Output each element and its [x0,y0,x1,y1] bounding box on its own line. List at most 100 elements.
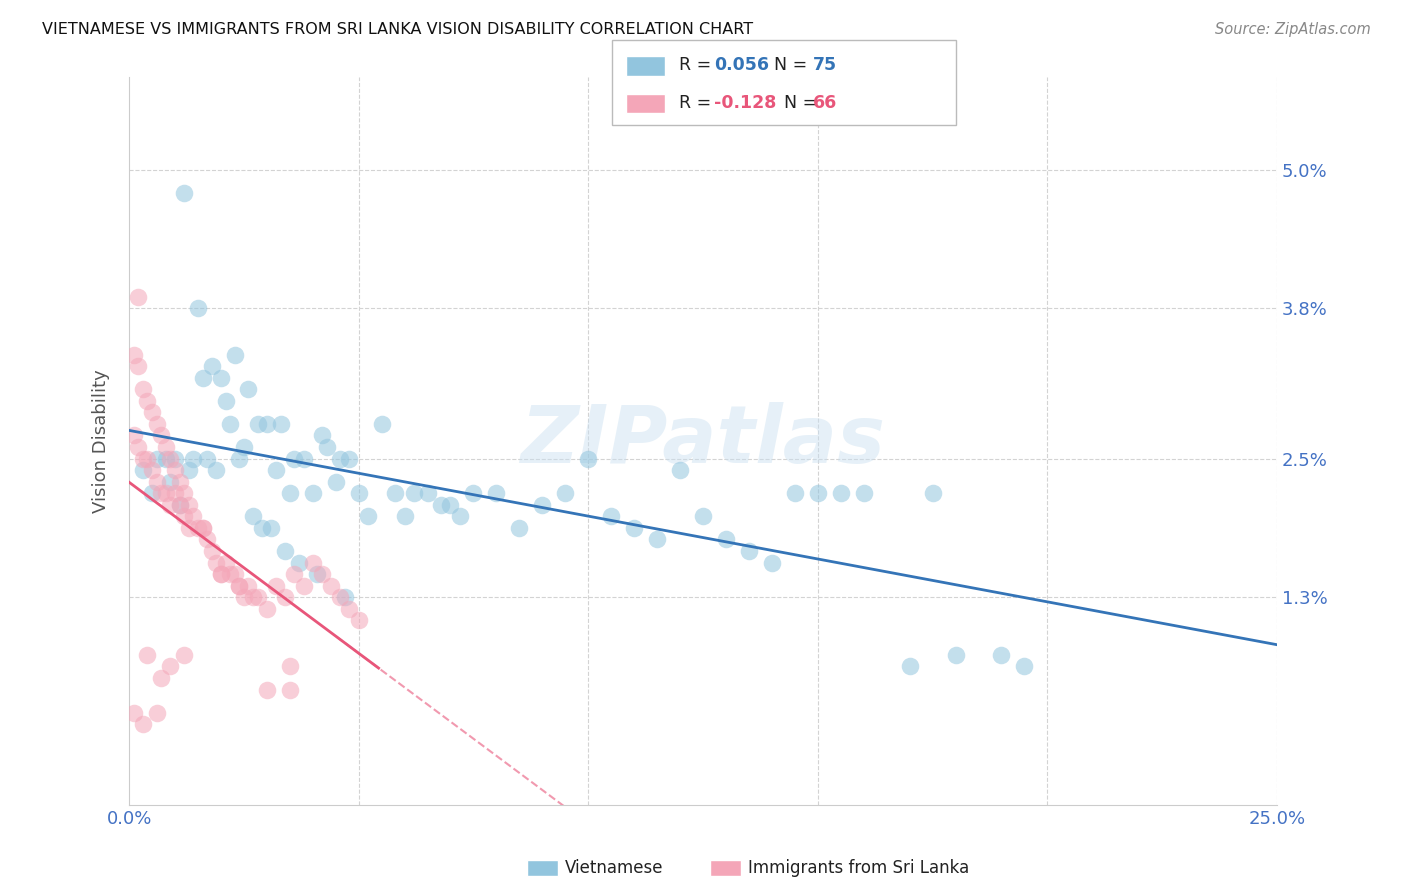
Point [183,451,205,466]
Point [224,567,246,582]
Point [852,486,875,500]
Point [122,348,145,362]
Point [159,475,181,489]
Point [232,590,254,604]
Point [191,521,214,535]
Point [136,648,159,662]
Point [347,486,370,500]
Point [645,533,668,547]
Point [122,706,145,720]
Point [945,648,967,662]
Text: ZIPatlas: ZIPatlas [520,402,886,480]
Point [439,498,461,512]
Point [201,359,224,374]
Point [246,590,269,604]
Point [191,370,214,384]
Point [205,556,228,570]
Point [394,509,416,524]
Point [173,486,195,500]
Point [242,509,264,524]
Point [531,498,554,512]
Point [315,440,337,454]
Point [159,498,181,512]
Point [384,486,406,500]
Point [155,451,177,466]
Text: 0.056: 0.056 [714,56,769,74]
Point [278,682,301,697]
Text: Source: ZipAtlas.com: Source: ZipAtlas.com [1215,22,1371,37]
Point [990,648,1012,662]
Point [283,567,305,582]
Point [260,521,283,535]
Point [463,486,485,500]
Text: 66: 66 [813,94,837,112]
Point [173,509,195,524]
Point [127,290,149,304]
Point [159,659,181,673]
Point [177,521,200,535]
Point [430,498,453,512]
Point [232,440,254,454]
Point [132,717,155,731]
Point [274,590,297,604]
Text: 75: 75 [813,56,837,74]
Point [169,498,191,512]
Point [692,509,714,524]
Point [485,486,508,500]
Point [807,486,830,500]
Point [416,486,439,500]
Point [141,463,163,477]
Point [155,440,177,454]
Point [357,509,380,524]
Point [127,359,149,374]
Point [449,509,471,524]
Point [283,451,305,466]
Point [1014,659,1036,673]
Text: N =: N = [773,94,823,112]
Point [761,556,783,570]
Point [177,498,200,512]
Point [301,556,323,570]
Point [402,486,425,500]
Point [228,579,250,593]
Point [339,601,361,615]
Point [214,556,236,570]
Point [278,659,301,673]
Point [307,567,329,582]
Point [122,428,145,442]
Point [169,475,191,489]
Point [132,463,155,477]
Point [623,521,645,535]
Point [333,590,356,604]
Point [141,486,163,500]
Point [319,579,342,593]
Point [508,521,530,535]
Point [177,463,200,477]
Y-axis label: Vision Disability: Vision Disability [93,369,110,513]
Point [163,486,186,500]
Point [329,590,352,604]
Text: Immigrants from Sri Lanka: Immigrants from Sri Lanka [748,859,969,877]
Point [169,498,191,512]
Point [325,475,347,489]
Point [783,486,806,500]
Point [224,348,246,362]
Point [292,579,315,593]
Point [256,682,278,697]
Point [150,671,173,685]
Text: N =: N = [763,56,813,74]
Point [238,579,260,593]
Point [270,417,292,431]
Point [311,428,333,442]
Point [301,486,323,500]
Point [246,417,269,431]
Point [201,544,224,558]
Point [209,370,232,384]
Point [195,451,218,466]
Point [219,417,242,431]
Point [600,509,623,524]
Point [141,405,163,419]
Point [163,463,186,477]
Point [173,648,195,662]
Point [921,486,943,500]
